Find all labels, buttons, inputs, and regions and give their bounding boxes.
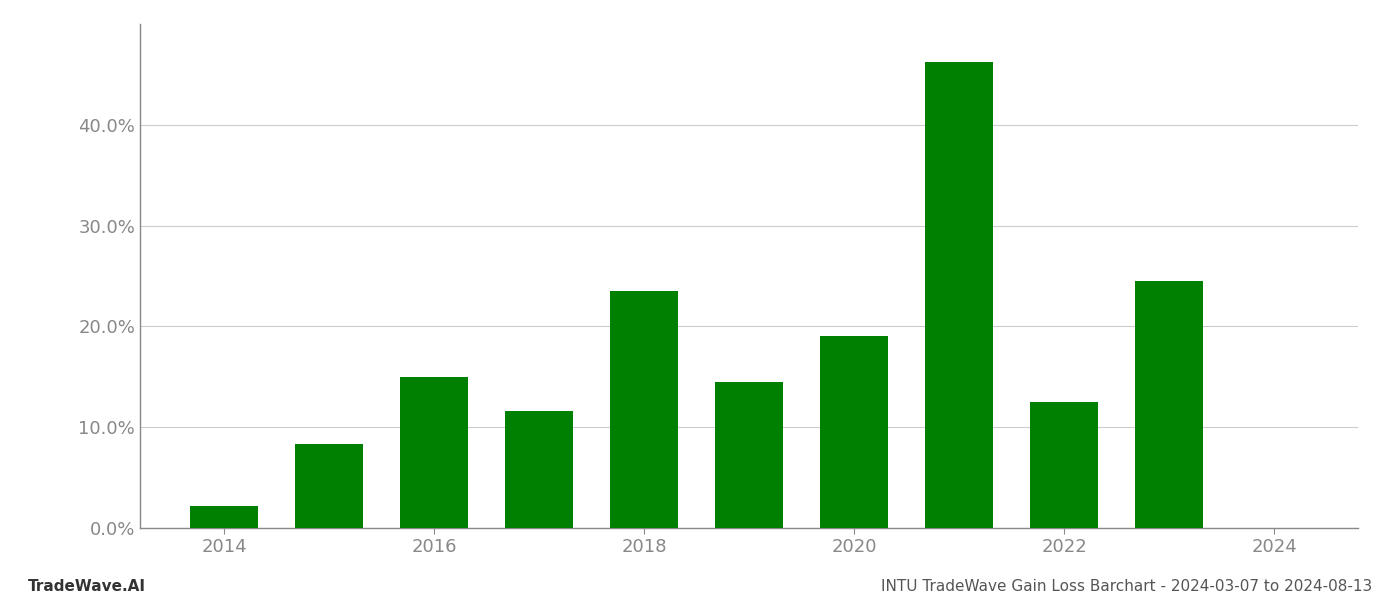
Bar (820, 337, 888, 528)
Bar (1030, 402, 1098, 528)
Bar (295, 445, 363, 528)
Text: TradeWave.AI: TradeWave.AI (28, 579, 146, 594)
Bar (925, 62, 993, 528)
Bar (1135, 281, 1203, 528)
Bar (610, 291, 678, 528)
Text: INTU TradeWave Gain Loss Barchart - 2024-03-07 to 2024-08-13: INTU TradeWave Gain Loss Barchart - 2024… (881, 579, 1372, 594)
Bar (190, 506, 258, 528)
Bar (715, 382, 783, 528)
Bar (400, 377, 468, 528)
Bar (505, 411, 573, 528)
